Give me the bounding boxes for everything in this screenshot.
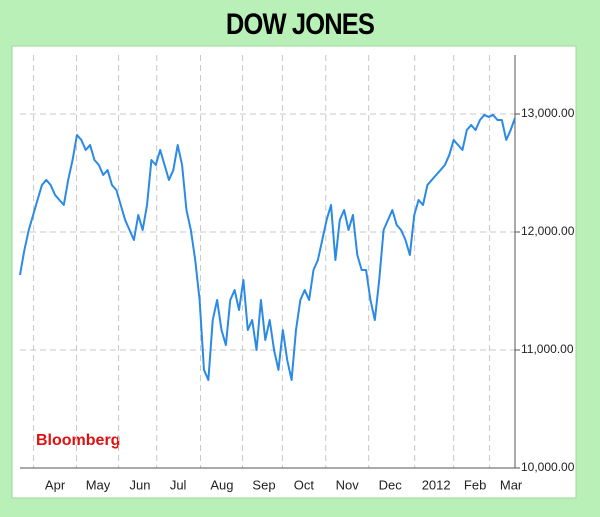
annotation: Bloomberg <box>36 432 120 449</box>
plot-panel <box>11 45 577 499</box>
x-tick-label: Jul <box>170 477 187 492</box>
x-tick-label: Feb <box>464 477 486 492</box>
x-tick-label: Aug <box>210 477 233 492</box>
x-tick-label: Sep <box>252 477 275 492</box>
x-tick-label: Oct <box>294 477 315 492</box>
y-tick-label: 12,000.00 <box>521 224 575 238</box>
y-tick-label: 11,000.00 <box>521 342 574 356</box>
x-tick-label: Apr <box>45 477 66 492</box>
x-tick-label: 2012 <box>422 477 451 492</box>
y-tick-label: 13,000.00 <box>521 106 575 120</box>
x-tick-label: May <box>86 477 111 492</box>
x-tick-label: Nov <box>336 477 360 492</box>
x-tick-label: Mar <box>500 477 523 492</box>
x-tick-label: Jun <box>130 477 151 492</box>
x-tick-label: Dec <box>379 477 403 492</box>
chart-title: DOW JONES <box>226 7 374 40</box>
line-series <box>19 113 516 381</box>
y-tick-label: 10,000.00 <box>521 460 575 474</box>
